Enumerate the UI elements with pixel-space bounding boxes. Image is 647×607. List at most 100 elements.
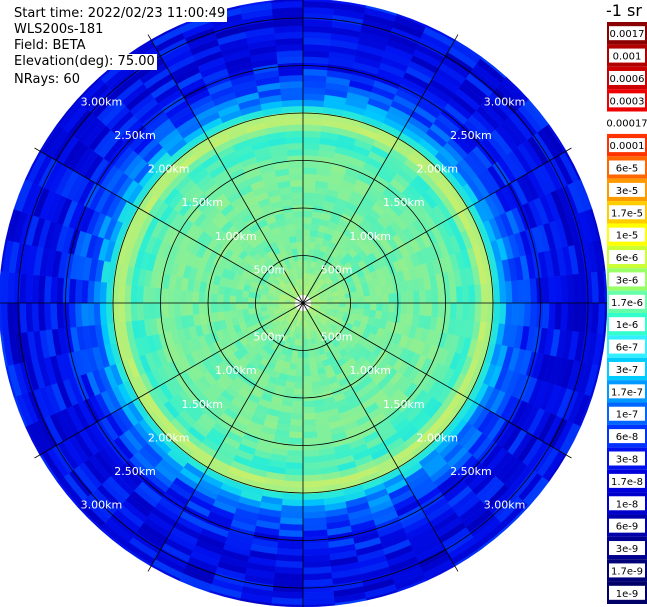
range-gate — [136, 285, 145, 304]
range-gate — [376, 294, 384, 304]
range-gate — [474, 284, 482, 304]
range-ring-label: 3.00km — [81, 95, 123, 108]
range-gate — [185, 290, 194, 304]
range-gate — [136, 302, 145, 321]
colorbar-label-bg — [609, 518, 645, 533]
colorbar-tick-label: 6e-6 — [616, 253, 639, 264]
range-gate — [229, 302, 237, 311]
range-gate — [293, 382, 304, 390]
range-gate — [412, 290, 421, 304]
range-gate — [369, 295, 377, 304]
azimuth-spoke — [34, 147, 304, 304]
range-gate — [302, 388, 313, 396]
range-gate — [288, 167, 304, 175]
range-ring-label: 2.00km — [148, 431, 190, 444]
range-gate — [302, 363, 311, 371]
range-gate — [406, 302, 414, 315]
colorbar-tick-label: 3e-6 — [616, 275, 639, 286]
range-gate — [437, 287, 445, 304]
range-gate — [302, 74, 328, 83]
colorbar-tick-label: 1.7e-6 — [611, 298, 643, 309]
range-gate — [291, 198, 304, 206]
range-gate — [345, 297, 353, 304]
range-gate — [504, 302, 513, 326]
colorbar-tick-label: 0.0006 — [610, 74, 645, 85]
range-gate — [229, 295, 237, 304]
colorbar-label-bg — [609, 272, 645, 287]
range-gate — [418, 302, 427, 317]
range-ring-label: 500m — [254, 263, 286, 276]
range-gate — [210, 293, 218, 304]
range-gate — [295, 235, 304, 243]
colorbar-label-bg — [609, 182, 645, 197]
range-gate — [302, 326, 307, 334]
range-gate — [517, 279, 526, 304]
range-ring-label: 1.00km — [349, 230, 391, 243]
range-gate — [294, 376, 304, 384]
colorbar-label-bg — [609, 317, 645, 332]
colorbar-label-bg — [609, 541, 645, 556]
range-gate — [498, 281, 507, 304]
range-gate — [307, 350, 315, 359]
range-gate — [461, 302, 470, 321]
range-gate — [260, 302, 267, 308]
range-gate — [210, 302, 218, 313]
colorbar: 0.0017 0.001 0.0006 0.0003 0.00017 0.0001 6e-5… — [606, 1, 647, 604]
range-gate — [468, 284, 476, 304]
azimuth-spoke — [34, 302, 304, 459]
range-gate — [271, 0, 304, 3]
colorbar-tick-label: 0.00017 — [606, 119, 647, 130]
range-gate — [302, 198, 315, 206]
range-gate — [293, 388, 304, 396]
range-gate — [455, 302, 464, 320]
range-gate — [498, 302, 507, 325]
range-gate — [523, 302, 532, 328]
range-gate — [287, 161, 304, 169]
range-gate — [216, 293, 224, 304]
range-gate — [302, 222, 312, 230]
colorbar-tick-label: 3e-9 — [616, 544, 639, 555]
range-gate — [130, 284, 138, 304]
colorbar-label-bg — [609, 563, 645, 578]
range-ring-label: 1.50km — [383, 398, 425, 411]
range-gate — [247, 307, 256, 315]
range-gate — [302, 523, 328, 532]
range-gate — [297, 345, 304, 353]
range-gate — [198, 291, 206, 304]
colorbar-label-bg — [609, 26, 645, 41]
range-gate — [0, 302, 3, 335]
colorbar-label-bg — [609, 384, 645, 399]
range-gate — [400, 291, 408, 304]
range-gate — [93, 302, 102, 326]
range-gate — [302, 511, 326, 519]
range-gate — [474, 302, 482, 322]
range-gate — [291, 247, 299, 256]
range-gate — [302, 449, 320, 458]
range-gate — [289, 173, 304, 181]
range-gate — [302, 124, 322, 132]
range-gate — [302, 474, 322, 482]
colorbar-tick-label: 1.7e-5 — [611, 208, 643, 219]
colorbar-label-bg — [609, 406, 645, 421]
range-ring-label: 500m — [321, 331, 353, 344]
range-gate — [363, 295, 371, 304]
range-gate — [299, 272, 304, 280]
colorbar-tick-label: 1.7e-9 — [611, 566, 643, 577]
range-gate — [350, 291, 359, 299]
range-ring-label: 500m — [254, 331, 286, 344]
azimuth-spoke — [302, 302, 572, 459]
range-gate — [425, 289, 433, 304]
colorbar-label-bg — [609, 294, 645, 309]
range-gate — [281, 498, 304, 507]
range-gate — [302, 468, 322, 476]
range-gate — [302, 425, 317, 433]
range-gate — [286, 449, 304, 458]
range-gate — [302, 173, 317, 181]
range-gate — [302, 412, 316, 421]
range-gate — [437, 302, 445, 319]
range-gate — [253, 297, 261, 304]
range-gate — [142, 286, 151, 304]
colorbar-label-bg — [609, 48, 645, 63]
range-gate — [302, 351, 309, 359]
